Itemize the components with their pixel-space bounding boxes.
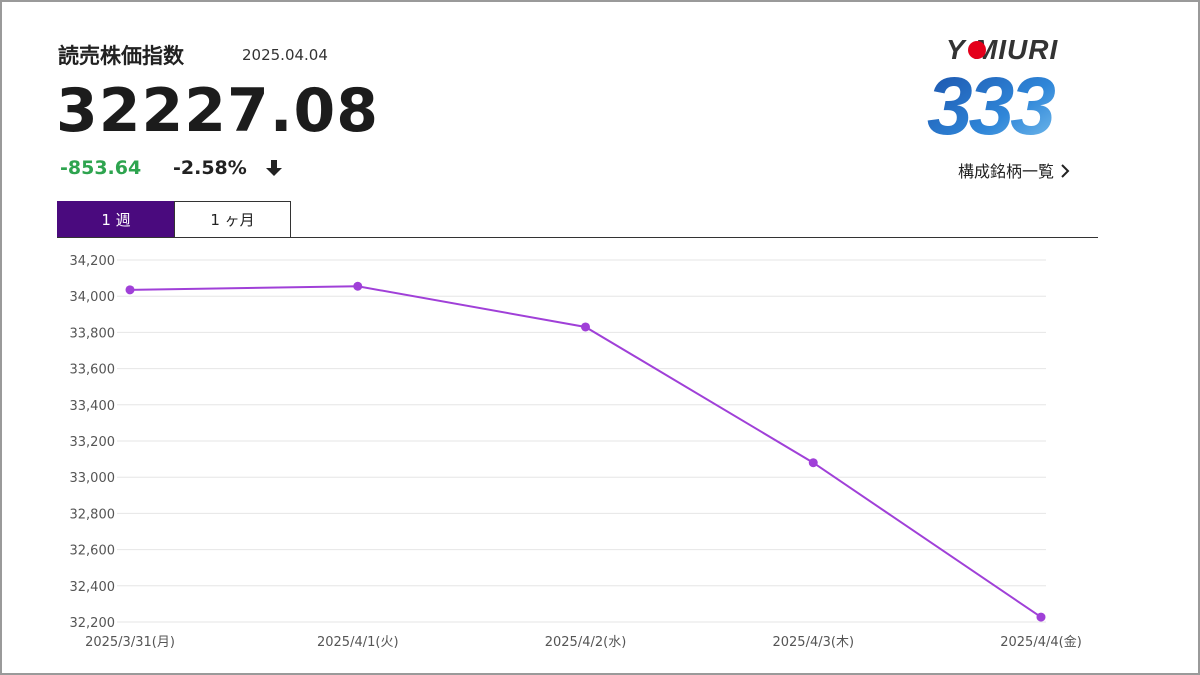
index-price: 32227.08 xyxy=(56,76,380,146)
data-point xyxy=(808,458,818,468)
tab-1-month[interactable]: 1 ヶ月 xyxy=(174,201,291,237)
x-tick-label: 2025/4/4(金) xyxy=(1000,634,1082,650)
chevron-right-icon xyxy=(1061,164,1070,178)
data-point xyxy=(581,322,590,332)
y-tick-label: 32,600 xyxy=(70,544,116,559)
x-tick-label: 2025/4/2(水) xyxy=(545,635,627,650)
y-tick-label: 33,600 xyxy=(70,363,116,378)
y-tick-label: 34,200 xyxy=(70,254,116,269)
data-point xyxy=(125,285,135,295)
y-tick-label: 32,200 xyxy=(70,616,116,631)
constituents-label: 構成銘柄一覧 xyxy=(958,162,1055,181)
y-tick-label: 32,800 xyxy=(70,507,116,522)
tab-underline xyxy=(57,237,1098,238)
price-change: -853.64 xyxy=(60,157,142,179)
y-tick-label: 32,400 xyxy=(70,580,116,595)
tab-1-week[interactable]: 1 週 xyxy=(57,201,175,237)
x-tick-label: 2025/4/1(火) xyxy=(317,635,399,650)
y-tick-label: 33,400 xyxy=(70,399,116,414)
data-point xyxy=(353,281,363,291)
y-tick-label: 33,000 xyxy=(70,471,116,486)
x-tick-label: 2025/3/31(月) xyxy=(85,635,175,650)
index-line-chart: 32,200 32,400 32,600 32,800 33,000 33,200 33,4… xyxy=(70,254,1082,650)
data-point xyxy=(1036,612,1046,622)
y-tick-label: 33,800 xyxy=(70,326,116,341)
y-tick-label: 34,000 xyxy=(70,290,116,305)
logo-number-text: 333 xyxy=(927,72,1055,140)
yomiuri-333-logo: 333 xyxy=(927,72,1059,140)
arrow-down-icon xyxy=(266,160,282,176)
y-tick-label: 33,200 xyxy=(70,435,116,450)
x-tick-label: 2025/4/3(木) xyxy=(772,635,854,650)
yomiuri-logo-text: Y MIURI xyxy=(946,34,1059,65)
yomiuri-logo-dot xyxy=(968,41,986,59)
series-line xyxy=(129,285,1042,618)
price-change-percent: -2.58% xyxy=(173,157,247,179)
quote-date: 2025.04.04 xyxy=(242,46,328,64)
index-title: 読売株価指数 xyxy=(58,44,184,68)
constituents-link[interactable]: 構成銘柄一覧 xyxy=(958,158,1070,182)
